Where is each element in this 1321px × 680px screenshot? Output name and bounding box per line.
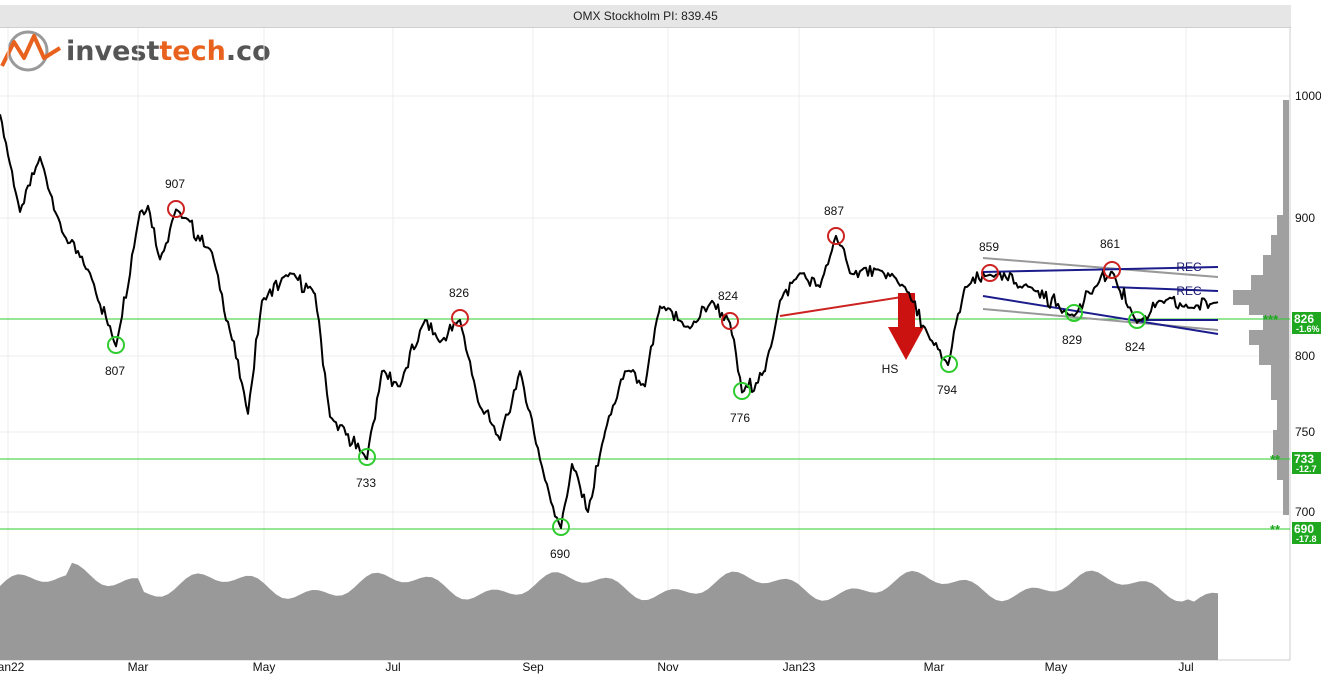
histogram-bar (1277, 460, 1289, 480)
price-line (0, 114, 1219, 529)
bottom-marker (1128, 311, 1146, 329)
level-value: 690 (1294, 522, 1314, 536)
hs-arrow (888, 293, 924, 360)
histogram-bar (1263, 255, 1289, 275)
chart-title-bar (0, 5, 1291, 28)
x-axis: Jan22 Mar May Jul Sep Nov Jan23 Mar May Jul (0, 660, 1194, 674)
volume-area (0, 562, 1218, 660)
point-label: 824 (1125, 340, 1145, 354)
histogram-bar (1259, 345, 1289, 365)
bottom-marker (552, 518, 570, 536)
point-label: 690 (550, 547, 570, 561)
level-stars: ** (1270, 522, 1281, 537)
histogram-bar (1233, 290, 1289, 305)
histogram-bar (1271, 365, 1289, 400)
level-badge (1292, 324, 1321, 334)
histogram-bar (1283, 480, 1289, 515)
pattern-labels: HS REC REC (882, 260, 1202, 376)
trend-channels (779, 257, 1219, 360)
pattern-label: REC (1176, 284, 1202, 298)
logo-icon (0, 30, 62, 72)
level-badge (1292, 464, 1321, 474)
level-badge (1292, 312, 1321, 325)
x-tick-label: Jan22 (0, 660, 25, 674)
point-label: 859 (979, 240, 999, 254)
level-stars: ** (1270, 452, 1281, 467)
x-tick-label: Jan23 (783, 660, 816, 674)
channel-line (982, 308, 1219, 331)
top-marker (451, 309, 469, 327)
channel-line (982, 257, 1219, 278)
point-label: 829 (1062, 333, 1082, 347)
x-tick-label: Mar (924, 660, 945, 674)
histogram-bar (1251, 275, 1289, 290)
point-label: 907 (165, 177, 185, 191)
level-change: -17.8 (1296, 534, 1317, 544)
bottom-marker (358, 448, 376, 466)
x-tick-label: Jul (385, 660, 400, 674)
extreme-markers: 907 807 733 826 690 824 776 887 794 859 829 861 824 (105, 177, 1146, 561)
top-marker (981, 264, 999, 282)
level-change: -12.7 (1296, 464, 1317, 474)
point-label: 826 (449, 286, 469, 300)
level-badges: *** 826-1.6% ** 733-12.7 ** 690-17.8 (1263, 312, 1321, 544)
top-marker (827, 227, 845, 245)
histogram-bar (1273, 430, 1289, 460)
x-tick-label: Sep (522, 660, 544, 674)
point-label: 807 (105, 364, 125, 378)
histogram-bar (1249, 330, 1289, 345)
histogram-bar (1271, 235, 1289, 255)
trend-line (982, 266, 1219, 273)
x-tick-label: Mar (128, 660, 149, 674)
bottom-marker (940, 355, 958, 373)
level-value: 826 (1294, 312, 1314, 326)
level-value: 733 (1294, 452, 1314, 466)
top-marker (1103, 261, 1121, 279)
point-label: 887 (824, 204, 844, 218)
y-tick-label: 1000 (1295, 89, 1321, 103)
x-tick-label: May (1045, 660, 1068, 674)
bottom-marker (1065, 304, 1083, 322)
volume-shape (0, 562, 1218, 660)
point-label: 733 (356, 476, 376, 490)
support-lines (0, 318, 1290, 530)
y-tick-label: 900 (1295, 211, 1315, 225)
volume-histogram (1233, 100, 1289, 515)
point-label: 861 (1100, 237, 1120, 251)
histogram-bar (1277, 215, 1289, 235)
x-tick-label: Nov (657, 660, 678, 674)
histogram-bar (1249, 305, 1289, 315)
point-label: 824 (718, 289, 738, 303)
top-marker (167, 200, 185, 218)
bottom-marker (733, 382, 751, 400)
top-marker (721, 312, 739, 330)
level-badge (1292, 534, 1321, 544)
trend-line (1111, 286, 1219, 292)
histogram-bar (1283, 100, 1289, 215)
pattern-label: HS (882, 362, 899, 376)
level-stars: *** (1263, 312, 1279, 327)
level-badge (1292, 452, 1321, 465)
y-tick-label: 800 (1295, 349, 1315, 363)
point-label: 794 (937, 383, 957, 397)
logo-text: investtech.com (66, 36, 270, 67)
investtech-logo: investtech.com (0, 30, 270, 72)
y-axis: 1000 900 800 750 700 (1295, 89, 1321, 519)
trend-line (982, 295, 1219, 335)
chart-title: OMX Stockholm PI: 839.45 (573, 9, 718, 23)
neckline (779, 294, 916, 317)
pattern-label: REC (1176, 260, 1202, 274)
y-tick-label: 750 (1295, 425, 1315, 439)
x-tick-label: Jul (1178, 660, 1193, 674)
price-series (0, 114, 1219, 529)
level-change: -1.6% (1296, 324, 1320, 334)
level-badge (1292, 522, 1321, 535)
grid (0, 28, 1291, 661)
x-tick-label: May (253, 660, 276, 674)
histogram-bar (1277, 400, 1289, 430)
bottom-marker (107, 336, 125, 354)
point-label: 776 (730, 411, 750, 425)
y-tick-label: 700 (1295, 505, 1315, 519)
